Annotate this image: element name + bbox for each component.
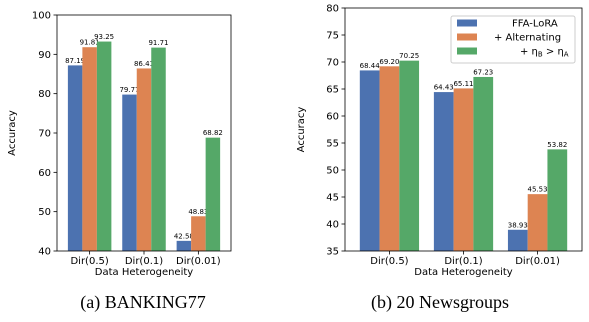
x-axis-label-a: Data Heterogeneity	[95, 267, 194, 278]
data-label-b-s1-c2: 64.43	[434, 84, 454, 92]
y-axis-label-b: Accuracy	[296, 107, 307, 153]
x-tick-label-b-3: Dir(0.01)	[515, 256, 560, 267]
caption-a: (a) BANKING77	[80, 292, 205, 313]
bar-b-s2-c3	[527, 194, 548, 251]
bar-b-s2-c2	[453, 88, 474, 251]
y-tick-label-b-35: 35	[326, 247, 339, 258]
y-tick-label-b-40: 40	[326, 220, 339, 231]
y-axis-label-a: Accuracy	[7, 110, 18, 156]
y-tick-label-b-55: 55	[326, 139, 339, 150]
y-tick-label-a-50: 50	[38, 207, 51, 218]
y-tick-label-a-100: 100	[32, 11, 51, 22]
data-label-b-s1-c1: 68.44	[360, 62, 381, 70]
x-tick-label-b-1: Dir(0.5)	[370, 256, 408, 267]
chart-banking77: 87.19 79.77 42.58 91.81 86.41 48.83 93.25 91.71…	[7, 11, 232, 278]
bar-b-s2-c1	[379, 66, 400, 251]
bar-a-s1-c1	[67, 65, 83, 251]
x-tick-label-a-2: Dir(0.1)	[125, 256, 163, 267]
bar-a-s2-c1	[82, 47, 97, 252]
bar-a-s3-c1	[96, 41, 112, 251]
data-label-b-s2-c1: 69.20	[379, 58, 399, 66]
y-tick-label-a-60: 60	[38, 168, 51, 179]
legend: FFA-LoRA + Alternating + ηB > ηA	[450, 15, 576, 64]
data-label-a-s3-c3: 68.82	[203, 129, 223, 137]
data-label-a-s2-c1: 91.81	[80, 39, 100, 47]
legend-swatch-eta-b-gt-eta-a	[457, 47, 477, 55]
bar-b-s3-c2	[473, 76, 494, 252]
bar-a-s2-c2	[136, 68, 152, 251]
data-label-a-s2-c2: 86.41	[134, 60, 154, 68]
bar-a-s1-c3	[176, 240, 192, 251]
chart-20-newsgroups: 68.44 64.43 38.93 69.20 65.11 45.53 70.25 67.23…	[296, 4, 583, 278]
y-tick-label-b-50: 50	[326, 166, 339, 177]
data-label-a-s3-c2: 91.71	[148, 39, 168, 47]
y-tick-label-b-45: 45	[326, 193, 339, 204]
y-tick-label-a-90: 90	[38, 50, 51, 61]
legend-swatch-ffa-lora	[457, 19, 477, 27]
bar-a-s3-c3	[205, 137, 221, 251]
legend-swatch-alternating	[457, 33, 477, 41]
bar-a-s3-c2	[151, 47, 166, 251]
data-label-b-s3-c3: 53.82	[547, 141, 567, 149]
x-tick-label-a-3: Dir(0.01)	[176, 256, 221, 267]
data-label-a-s1-c1: 87.19	[65, 57, 85, 65]
x-tick-label-b-2: Dir(0.1)	[444, 256, 482, 267]
y-tick-label-a-70: 70	[38, 129, 51, 140]
legend-frame	[450, 15, 576, 64]
bar-b-s1-c3	[507, 229, 528, 251]
bar-b-s3-c3	[547, 149, 568, 251]
y-tick-label-b-60: 60	[326, 112, 339, 123]
data-label-b-s2-c2: 65.11	[453, 80, 473, 88]
bar-b-s1-c2	[433, 92, 454, 251]
bar-b-s1-c1	[359, 70, 380, 251]
y-tick-label-a-80: 80	[38, 89, 51, 100]
bar-a-s1-c2	[122, 94, 137, 251]
y-tick-label-a-40: 40	[38, 247, 51, 258]
data-label-b-s1-c3: 38.93	[508, 221, 528, 229]
data-label-a-s1-c3: 42.58	[174, 232, 194, 240]
legend-label-ffa-lora: FFA-LoRA	[512, 19, 558, 30]
bar-b-s3-c1	[399, 60, 420, 252]
caption-b: (b) 20 Newsgroups	[371, 292, 509, 313]
y-tick-label-b-70: 70	[326, 58, 339, 69]
data-label-a-s3-c1: 93.25	[94, 33, 114, 41]
y-tick-label-b-80: 80	[326, 4, 339, 15]
x-tick-label-a-1: Dir(0.5)	[70, 256, 108, 267]
y-tick-label-b-75: 75	[326, 31, 339, 42]
legend-label-alternating: + Alternating	[494, 33, 561, 44]
data-label-b-s3-c1: 70.25	[399, 52, 419, 60]
bar-a-s2-c3	[191, 216, 206, 251]
x-axis-label-b: Data Heterogeneity	[414, 267, 513, 278]
data-label-a-s2-c3: 48.83	[188, 208, 208, 216]
data-label-a-s1-c2: 79.77	[119, 86, 139, 94]
data-label-b-s2-c3: 45.53	[528, 186, 548, 194]
y-tick-label-b-65: 65	[326, 85, 339, 96]
data-label-b-s3-c2: 67.23	[473, 68, 493, 76]
legend-label-eta-b-gt-eta-a: + ηB > ηA	[520, 47, 569, 59]
